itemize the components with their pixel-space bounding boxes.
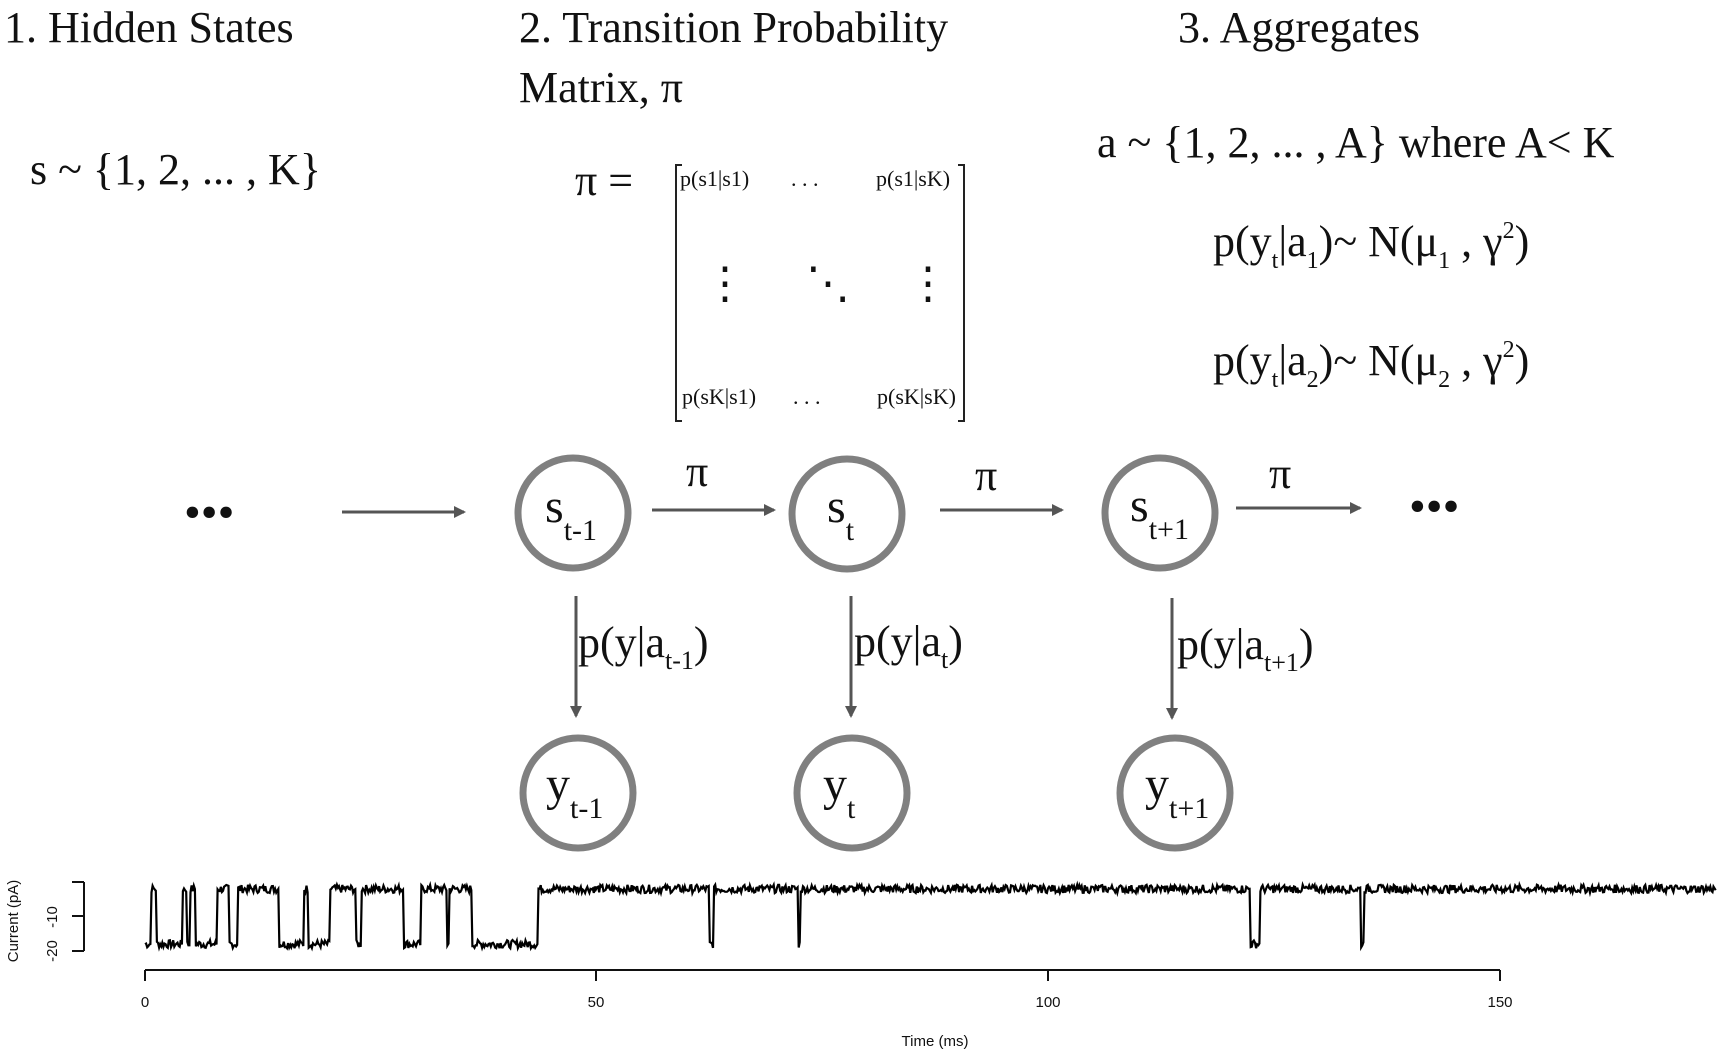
svg-text:st+1: st+1: [1130, 479, 1189, 546]
svg-text:yt: yt: [823, 758, 856, 825]
x-tick-label: 150: [1487, 994, 1512, 1011]
chain-ellipsis-left: •••: [184, 486, 234, 539]
svg-text:p(yt|a2)~ N(μ2 , γ2): p(yt|a2)~ N(μ2 , γ2): [1213, 336, 1529, 393]
matrix-bottom-mid-dots: . . .: [793, 384, 821, 409]
observation-node-t: yt: [793, 734, 911, 852]
heading-transition-line2: Matrix, π: [519, 63, 683, 112]
chain-ellipsis-right: •••: [1409, 480, 1459, 533]
x-axis: 0 50 100 150 Time (ms): [141, 969, 1513, 1050]
current-trace-line: [144, 880, 1717, 952]
emission-label-t: p(y|at): [854, 617, 963, 674]
x-axis-label: Time (ms): [902, 1033, 969, 1050]
matrix-bottom-right: p(sK|sK): [877, 384, 956, 409]
current-trace-chart: -10 -20 Current (pA) 0 50 100 150 Time (…: [5, 880, 1717, 1050]
matrix-right-vdots: ⋮: [906, 259, 950, 308]
y-axis: -10 -20 Current (pA): [5, 880, 85, 963]
heading-hidden-states: 1. Hidden States: [4, 3, 294, 52]
svg-text:st: st: [827, 480, 855, 547]
x-tick-label: 0: [141, 994, 149, 1011]
y-tick-label: -20: [44, 940, 61, 962]
svg-text:p(yt|a1)~ N(μ1 , γ2): p(yt|a1)~ N(μ1 , γ2): [1213, 217, 1529, 274]
state-node-t: st: [788, 455, 906, 573]
heading-aggregates: 3. Aggregates: [1178, 3, 1420, 52]
svg-text:yt+1: yt+1: [1145, 758, 1209, 825]
emission-formula-2: p(yt|a2)~ N(μ2 , γ2): [1213, 336, 1529, 393]
transition-label-1: π: [686, 447, 708, 496]
matrix-lhs: π =: [575, 156, 633, 205]
transition-label-3: π: [1269, 449, 1291, 498]
x-tick-label: 100: [1035, 994, 1060, 1011]
emission-label-t-minus-1: p(y|at-1): [578, 618, 709, 675]
svg-text:st-1: st-1: [545, 480, 597, 547]
transition-label-2: π: [975, 451, 997, 500]
state-node-t-minus-1: st-1: [514, 454, 632, 572]
observation-node-t-plus-1: yt+1: [1116, 734, 1234, 852]
matrix-top-right: p(s1|sK): [876, 166, 950, 191]
heading-transition-line1: 2. Transition Probability: [519, 3, 948, 52]
emission-formula-1: p(yt|a1)~ N(μ1 , γ2): [1213, 217, 1529, 274]
transition-matrix: π = p(s1|s1) . . . p(s1|sK) ⋮ ⋱ ⋮ p(sK|s…: [575, 156, 965, 422]
matrix-top-mid-dots: . . .: [791, 166, 819, 191]
state-node-t-plus-1: st+1: [1101, 454, 1219, 572]
matrix-diag-dots: ⋱: [806, 259, 850, 308]
matrix-bottom-left: p(sK|s1): [682, 384, 756, 409]
observation-node-t-minus-1: yt-1: [519, 734, 637, 852]
x-tick-label: 50: [588, 994, 605, 1011]
y-axis-label: Current (pA): [5, 880, 22, 963]
matrix-top-left: p(s1|s1): [680, 166, 749, 191]
state-space-formula: s ~ {1, 2, ... , K}: [30, 145, 321, 194]
emission-label-t-plus-1: p(y|at+1): [1177, 620, 1314, 677]
matrix-left-vdots: ⋮: [703, 259, 747, 308]
svg-text:yt-1: yt-1: [546, 758, 603, 825]
matrix-right-bracket: [958, 164, 965, 422]
aggregate-space-formula: a ~ {1, 2, ... , A} where A< K: [1097, 118, 1615, 167]
y-tick-label: -10: [44, 906, 61, 928]
matrix-left-bracket: [675, 164, 682, 422]
